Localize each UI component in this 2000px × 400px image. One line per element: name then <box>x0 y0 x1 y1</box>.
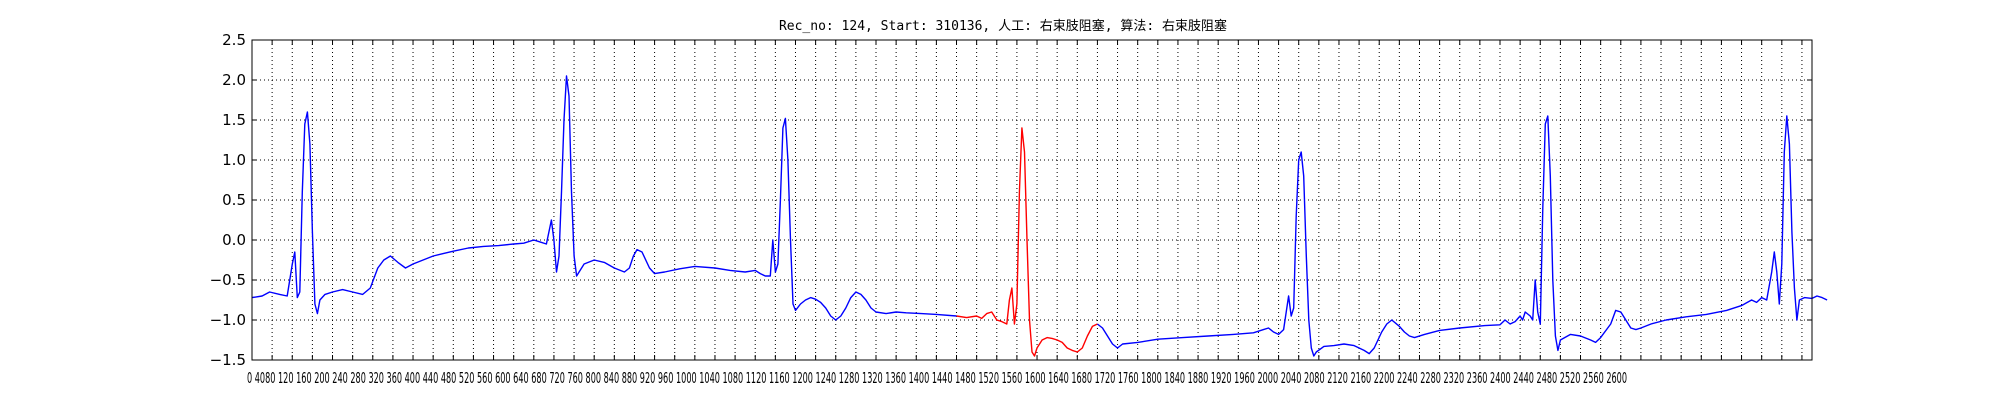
y-tick-label: −1.5 <box>210 351 246 369</box>
y-tick-label: 0.0 <box>222 231 246 249</box>
x-axis-tick-labels: 0 4080 120 160 200 240 280 320 360 400 4… <box>247 369 1627 387</box>
ecg-series-line-3 <box>1096 115 1828 357</box>
y-tick-label: −0.5 <box>210 271 246 289</box>
y-tick-label: 1.0 <box>222 151 246 169</box>
y-tick-label: 0.5 <box>222 191 246 209</box>
chart-title: Rec_no: 124, Start: 310136, 人工: 右束肢阻塞, 算… <box>779 18 1227 34</box>
y-axis-ticks: 2.5 2.0 1.5 1.0 0.5 0.0 −0.5 −1.0 −1.5 <box>210 31 1812 369</box>
y-tick-label: 2.0 <box>222 71 246 89</box>
y-tick-label: −1.0 <box>210 311 246 329</box>
ecg-traces <box>251 75 1828 357</box>
grid-lines <box>251 39 1812 361</box>
y-tick-label: 2.5 <box>222 31 246 49</box>
x-axis-ticks <box>251 40 1803 360</box>
y-tick-label: 1.5 <box>222 111 246 129</box>
ecg-series-line-1 <box>251 75 957 321</box>
ecg-series-line-2 <box>956 127 1098 357</box>
